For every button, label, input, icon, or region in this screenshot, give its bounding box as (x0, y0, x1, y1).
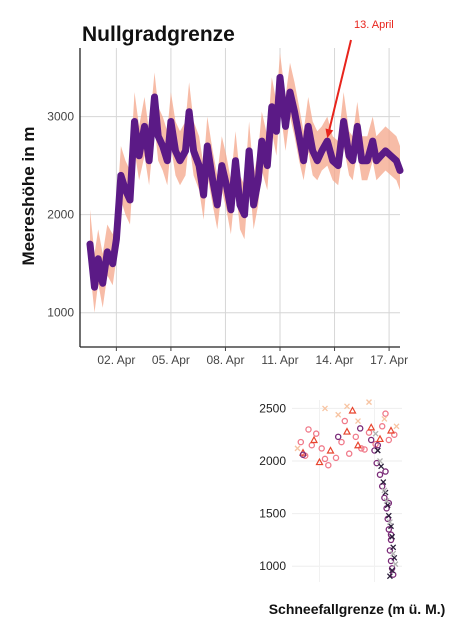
chart2-point (315, 457, 324, 466)
chart1-x-tick-label: 14. Apr (316, 353, 354, 367)
chart2-point (353, 440, 363, 449)
chart1-y-axis-label: Meereshöhe in m (19, 127, 38, 266)
chart2-point (381, 415, 388, 422)
chart2-point (341, 417, 349, 425)
chart2-y-tick-label: 2500 (259, 401, 286, 415)
chart2-point (383, 498, 390, 504)
chart2-point (391, 431, 398, 438)
chart2-point (387, 557, 395, 565)
chart2-y-tick-label: 1500 (259, 507, 286, 521)
chart2-point (367, 423, 376, 431)
chart2-point (390, 544, 397, 551)
chart2-point (345, 450, 353, 457)
chart2-point (297, 438, 305, 446)
chart2-points (294, 399, 400, 580)
annotation-arrowhead (325, 128, 334, 139)
chart1-x-tick-label: 17. Apr (370, 353, 408, 367)
annotation-arrow (328, 39, 352, 130)
chart2-point (338, 438, 345, 446)
chart2-point (308, 441, 316, 449)
chart2-point (378, 423, 386, 430)
chart2-point (335, 411, 342, 418)
chart2-point (393, 423, 400, 430)
chart1-y-tick-label: 3000 (47, 110, 74, 124)
chart2-point (374, 447, 381, 454)
chart2-point (385, 436, 393, 444)
chart2-point (377, 458, 383, 464)
chart1-y-ticks: 1000 2000 3000 (47, 110, 74, 320)
chart2-point (386, 426, 396, 434)
chart2-point (326, 446, 335, 454)
chart2-point (374, 441, 382, 449)
chart2-point (318, 445, 325, 452)
chart2-point (312, 430, 320, 437)
chart2-point (348, 406, 357, 414)
chart2-point (322, 405, 328, 412)
chart2-point (378, 463, 385, 470)
chart2-point (367, 436, 375, 444)
chart2-point (388, 523, 394, 530)
chart2-point (305, 426, 312, 433)
chart2-point (325, 461, 332, 469)
chart2-point (380, 479, 387, 486)
chart2-y-ticks: 1000 1500 2000 2500 (259, 401, 286, 573)
chart1-y-tick-label: 1000 (47, 306, 74, 320)
chart2-point (355, 418, 361, 424)
chart2-point (389, 567, 396, 574)
chart2-point (385, 512, 392, 519)
chart2-point (385, 526, 393, 533)
chart2-point (391, 554, 398, 561)
chart1-x-tick-label: 05. Apr (152, 353, 190, 367)
chart2-point (384, 502, 391, 509)
chart1-x-tick-label: 02. Apr (97, 353, 135, 367)
chart1-x-tick-label: 08. Apr (206, 353, 244, 367)
chart1-annotation: 13. April (325, 19, 394, 139)
chart2-point (365, 429, 373, 436)
chart2-point (382, 468, 389, 475)
chart2-point (358, 445, 365, 452)
chart2-point (356, 425, 364, 432)
chart2-point (376, 471, 384, 478)
chart2-point (342, 427, 352, 435)
chart2-point (332, 454, 340, 462)
chart1-title: Nullgradgrenze (82, 23, 235, 46)
chart1-x-ticks: 02. Apr 05. Apr 08. Apr 11. Apr 14. Apr 17. A… (97, 347, 408, 367)
chart2-point (372, 430, 379, 437)
chart2-x-axis-label: Schneefallgrenze (m ü. M.) (269, 601, 446, 617)
chart2-point (386, 547, 394, 554)
chart2-point (321, 455, 329, 463)
chart2-point (381, 494, 388, 502)
chart2-point (344, 403, 350, 410)
chart2-point (390, 550, 397, 557)
chart1-y-tick-label: 2000 (47, 208, 74, 222)
chart2-point (352, 433, 360, 441)
chart2-point (382, 410, 389, 417)
annotation-label: 13. April (354, 19, 394, 31)
chart2-point (361, 446, 368, 453)
chart2-point (386, 573, 393, 580)
chart2-point (366, 399, 372, 406)
chart2-y-tick-label: 2000 (259, 454, 286, 468)
chart1-x-tick-label: 11. Apr (261, 353, 298, 367)
chart2-point (375, 434, 385, 443)
chart2-point (386, 519, 393, 525)
chart2-point (309, 435, 319, 444)
snowfall-limit-scatter-chart: 1000 1500 2000 2500 Schneefallgrenze (m ü. … (259, 399, 446, 617)
zero-degree-line-chart: 1000 2000 3000 02. Apr 05. Apr 08. Apr 11. Ap… (19, 19, 408, 367)
chart1-series-line (86, 73, 404, 291)
chart2-point (299, 451, 307, 458)
chart2-point (389, 533, 396, 540)
chart2-point (381, 487, 388, 494)
chart2-point (334, 433, 342, 441)
chart2-point (294, 445, 301, 452)
chart2-point (392, 561, 399, 568)
chart2-y-tick-label: 1000 (259, 559, 286, 573)
chart2-point (373, 459, 380, 467)
